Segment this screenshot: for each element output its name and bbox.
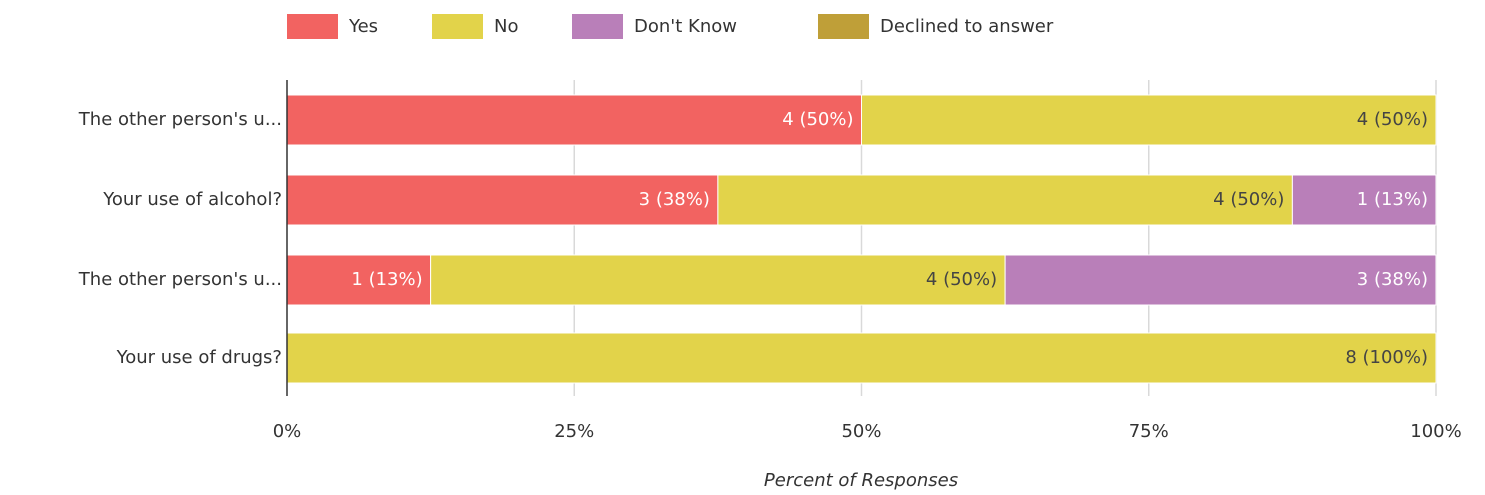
bar-segment (430, 254, 1006, 306)
x-axis-label: Percent of Responses (764, 470, 958, 491)
x-tick-label: 0% (273, 421, 302, 442)
bar-segment (1291, 174, 1437, 226)
bar-segment (286, 94, 862, 146)
y-tick-label: Your use of alcohol? (102, 189, 282, 210)
legend-label: No (494, 16, 518, 37)
data-label: 1 (13%) (351, 269, 422, 290)
bar-segment (1004, 254, 1437, 306)
data-label: 3 (38%) (1357, 269, 1428, 290)
bar-segment (286, 332, 1437, 384)
legend-swatch (572, 14, 623, 39)
data-label: 8 (100%) (1345, 347, 1428, 368)
legend-swatch (432, 14, 483, 39)
y-tick-label: The other person's u... (78, 269, 282, 290)
data-label: 4 (50%) (1213, 189, 1284, 210)
bar-segment (717, 174, 1293, 226)
x-tick-label: 25% (554, 421, 594, 442)
x-tick-label: 100% (1410, 421, 1461, 442)
data-label: 1 (13%) (1357, 189, 1428, 210)
legend-label: Don't Know (634, 16, 737, 37)
data-label: 3 (38%) (639, 189, 710, 210)
bar-segment (286, 174, 719, 226)
legend-swatch (818, 14, 869, 39)
bar-segment (286, 254, 432, 306)
legend-label: Declined to answer (880, 16, 1054, 37)
bar-segment (861, 94, 1437, 146)
x-tick-label: 75% (1129, 421, 1169, 442)
x-tick-label: 50% (841, 421, 881, 442)
legend-label: Yes (348, 16, 378, 37)
data-label: 4 (50%) (1357, 109, 1428, 130)
data-label: 4 (50%) (782, 109, 853, 130)
y-tick-label: The other person's u... (78, 109, 282, 130)
legend-swatch (287, 14, 338, 39)
y-tick-label: Your use of drugs? (116, 347, 282, 368)
data-label: 4 (50%) (926, 269, 997, 290)
